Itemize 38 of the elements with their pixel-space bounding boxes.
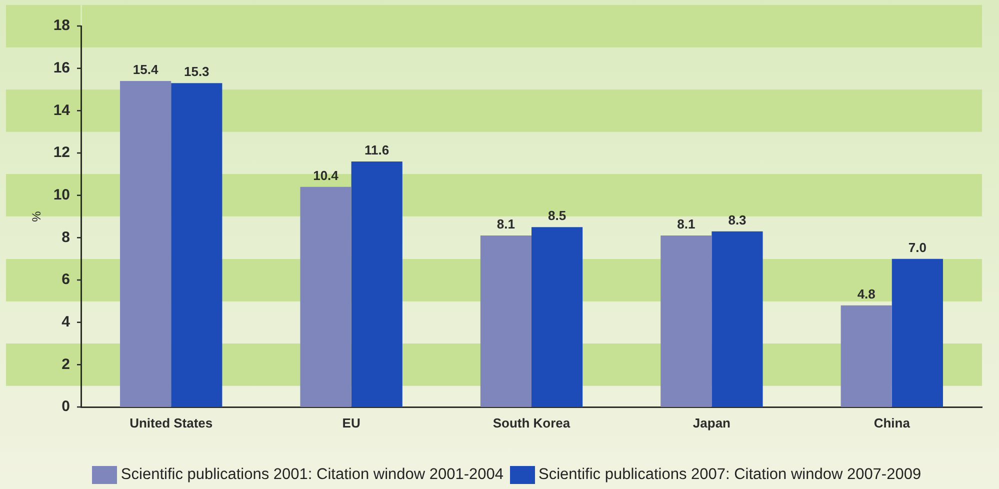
bar [840,305,892,407]
y-tick-label: 16 [53,59,70,76]
y-tick-label: 0 [62,398,70,416]
data-label: 8.5 [548,208,566,224]
data-label: 8.1 [677,216,696,232]
data-label: 11.6 [364,142,390,158]
bar [532,227,583,407]
y-tick-label: 14 [53,102,71,119]
y-tick-label: 12 [53,144,70,162]
x-tick-label: China [874,415,911,430]
y-tick-label: 6 [62,271,70,288]
bar [120,81,172,407]
x-tick-label: EU [342,415,360,430]
data-label: 15.3 [184,64,210,80]
y-axis-title: % [30,210,44,222]
x-tick-label: United States [130,415,213,430]
bar [660,236,712,407]
bar [892,258,943,407]
y-tick-label: 8 [62,228,70,246]
y-tick-label: 2 [62,356,70,373]
bar [171,83,222,407]
legend-label: Scientific publications 2001: Citation window 2001-2004 [120,466,504,484]
x-tick-label: Japan [692,415,731,430]
data-label: 15.4 [132,62,159,78]
data-label: 10.4 [313,168,340,183]
data-label: 7.0 [908,240,926,255]
data-label: 8.3 [728,212,746,228]
x-tick-label: South Korea [492,415,571,430]
bar [480,236,532,407]
y-tick-label: 4 [62,313,71,330]
bar [712,231,763,407]
data-label: 4.8 [857,286,876,302]
legend-label: Scientific publications 2007: Citation window 2007-2009 [538,466,922,484]
y-tick-label: 18 [53,17,70,34]
y-tick-label: 10 [53,186,70,204]
data-label: 8.1 [496,216,515,232]
bar [351,161,402,407]
bar [300,186,352,407]
